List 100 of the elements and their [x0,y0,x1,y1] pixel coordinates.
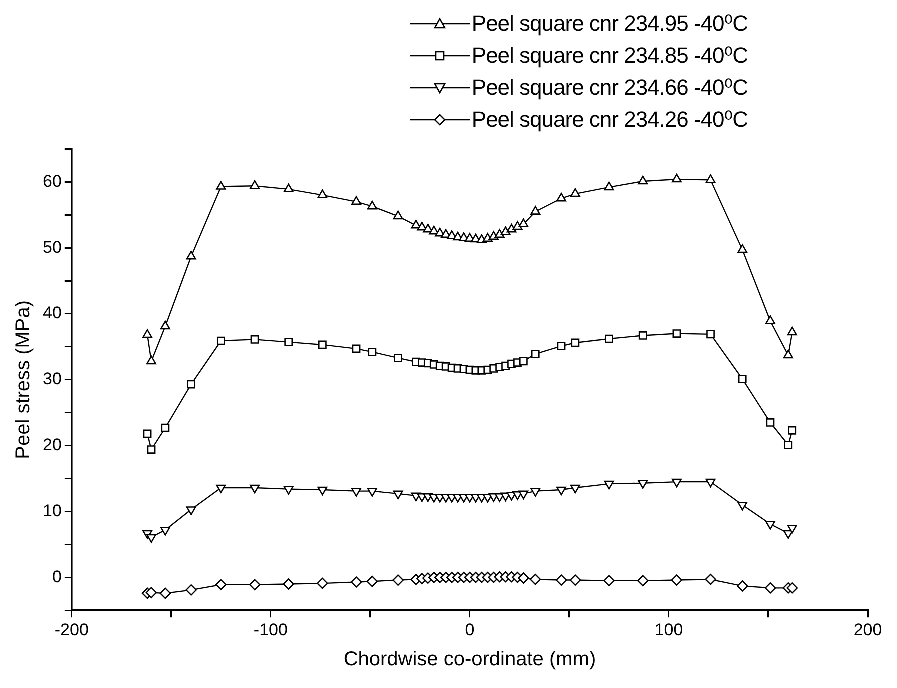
point [216,336,226,346]
x-tick-label: 100 [654,620,684,640]
point [706,174,716,184]
point [142,329,153,338]
point [367,200,378,210]
point [672,330,682,338]
point [352,344,361,354]
x-tick-label: -200 [54,620,89,640]
legend-label: Peel square cnr 234.95 -40⁰C [472,11,748,37]
point [318,340,327,350]
point [736,580,748,592]
point [557,342,566,350]
point [766,521,776,530]
point [638,176,648,185]
point [186,584,197,596]
point [352,488,362,497]
x-tick-label: 0 [465,620,475,640]
point [393,490,404,500]
point [531,350,540,358]
point [417,222,428,231]
point [411,220,422,229]
point [604,575,615,587]
point [216,579,227,591]
y-tick-label: 50 [42,238,62,257]
point [518,572,530,584]
point [787,525,798,534]
point [556,574,568,586]
point [284,486,294,495]
point [250,336,260,344]
point [160,320,170,330]
point [604,480,614,490]
point [367,488,378,497]
point [530,488,541,497]
point [604,182,614,191]
point [506,224,517,233]
point [186,250,196,260]
y-tick-label: 30 [42,370,62,389]
point [249,579,261,591]
y-tick-label: 40 [42,304,62,323]
y-tick-label: 20 [42,436,62,454]
point [352,196,362,206]
point [672,174,682,183]
point [637,575,649,587]
point [520,357,528,366]
point [366,576,378,588]
y-axis-title: Peel stress (MPa) [12,300,35,460]
point [423,224,434,233]
point [187,380,196,389]
point [764,582,776,594]
x-axis-title: Chordwise co-ordinate (mm) [344,648,596,671]
point [570,574,582,586]
y-tick-label: 60 [42,172,62,191]
point [556,486,566,496]
point [146,534,156,544]
point [160,588,172,600]
point [786,582,798,594]
point [783,350,794,359]
point [146,356,156,365]
legend-label: Peel square cnr 234.26 -40⁰C [472,107,748,133]
point [143,430,152,438]
point [186,506,196,516]
point [494,229,505,238]
point [392,574,404,586]
point [250,180,260,190]
point [216,181,226,190]
point [518,490,529,500]
point [500,226,511,236]
point [250,484,260,494]
point [784,440,793,450]
x-tick-label: -100 [254,620,288,640]
x-tick-label: 200 [854,620,882,640]
point [605,334,614,344]
point [283,578,294,590]
point [766,418,775,427]
point [350,576,362,588]
point [160,527,170,536]
y-tick-label: 0 [52,567,62,586]
legend-label: Peel square cnr 234.85 -40⁰C [472,43,748,69]
y-tick-label: 10 [42,501,62,520]
point [284,338,294,347]
point [671,574,683,586]
point [394,354,402,362]
point [147,446,156,454]
point [570,188,580,198]
point [146,587,158,598]
point [318,486,328,496]
point [317,578,328,590]
point [216,484,226,494]
point [706,478,716,488]
point [788,426,797,435]
point [530,574,542,586]
point [512,221,523,230]
point [530,206,541,215]
point [368,348,377,356]
point [638,480,648,490]
point [672,478,682,488]
point [766,316,776,324]
legend-label: Peel square cnr 234.66 -40⁰C [472,75,748,101]
point [706,330,715,339]
point [518,218,529,228]
